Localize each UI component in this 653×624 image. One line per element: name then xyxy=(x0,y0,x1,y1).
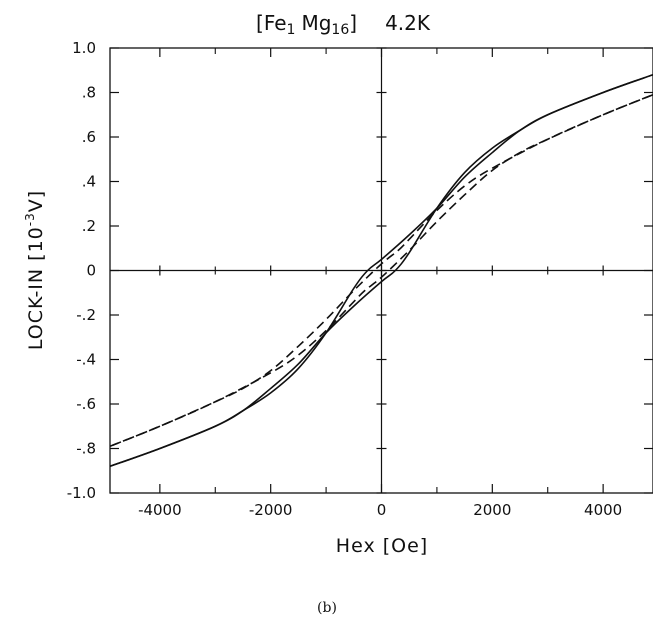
y-tick-label: -.6 xyxy=(76,395,96,413)
x-tick-label: -2000 xyxy=(249,501,293,519)
title-mg: Mg xyxy=(301,11,331,35)
dashed-branch-3 xyxy=(109,93,653,448)
y-tick-label: .4 xyxy=(82,173,96,191)
title-bracket-open: [ xyxy=(256,11,264,35)
title-bracket-close: ] xyxy=(349,11,357,35)
title-temperature: 4.2K xyxy=(385,11,431,35)
y-axis-title-suffix: V] xyxy=(25,190,47,212)
y-tick-label: .6 xyxy=(82,128,96,146)
chart-title: [Fe1 Mg16] 4.2K xyxy=(256,11,431,38)
y-tick-label: .8 xyxy=(82,84,96,102)
series-group xyxy=(109,73,653,468)
y-axis-title-exponent: -3 xyxy=(23,212,37,226)
x-tick-label: 2000 xyxy=(473,501,511,519)
x-tick-label: -4000 xyxy=(138,501,182,519)
title-mg-subscript: 16 xyxy=(331,22,349,38)
y-ticks: 1.0 .8 .6 .4 .2 0 -.2 -.4 -.6 -.8 -1.0 xyxy=(67,39,653,502)
solid-branch-1 xyxy=(109,73,653,468)
y-axis-title-prefix: LOCK-IN [10 xyxy=(25,226,47,350)
figure-caption: (b) xyxy=(317,600,337,616)
y-tick-label: -1.0 xyxy=(67,484,96,502)
y-axis-title: LOCK-IN [10-3V] xyxy=(23,190,47,350)
y-tick-label: 1.0 xyxy=(72,39,96,57)
y-tick-label: -.8 xyxy=(76,440,96,458)
y-tick-label: -.4 xyxy=(76,351,96,369)
title-fe: Fe xyxy=(264,11,287,35)
x-tick-label: 4000 xyxy=(584,501,622,519)
y-tick-label: .2 xyxy=(82,217,96,235)
x-ticks: -4000 -2000 0 2000 4000 xyxy=(138,48,622,519)
x-axis-title: Hex [Oe] xyxy=(336,535,428,557)
y-tick-label: 0 xyxy=(86,262,96,280)
y-tick-label: -.2 xyxy=(76,306,96,324)
title-fe-subscript: 1 xyxy=(287,22,296,38)
x-tick-label: 0 xyxy=(377,501,387,519)
